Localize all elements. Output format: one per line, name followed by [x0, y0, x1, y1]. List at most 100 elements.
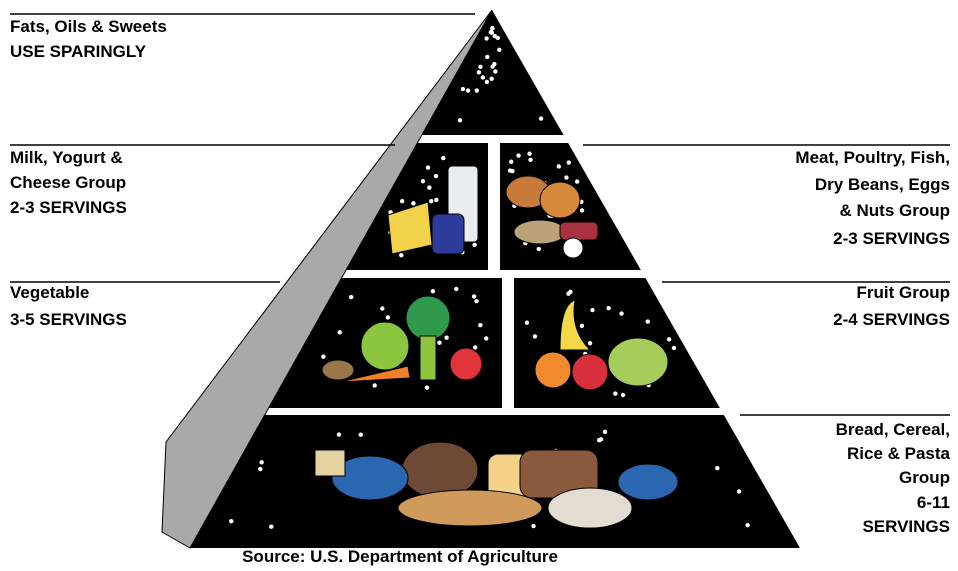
star-dot	[480, 75, 485, 80]
star-dot	[259, 460, 264, 465]
group-label: Fats, Oils & Sweets	[10, 17, 167, 36]
star-dot	[620, 392, 626, 398]
star-dot	[484, 79, 490, 85]
star-dot	[454, 286, 459, 292]
star-dot	[457, 118, 463, 123]
star-dot	[478, 64, 483, 69]
star-dot	[336, 432, 342, 437]
star-dot	[528, 157, 533, 163]
star-dot	[671, 345, 677, 351]
star-dot	[556, 164, 562, 169]
star-dot	[269, 524, 274, 529]
star-dot	[574, 179, 580, 184]
group-label: Group	[899, 468, 950, 487]
star-dot	[606, 306, 611, 311]
star-dot	[471, 294, 477, 299]
star-dot	[489, 76, 494, 82]
group-label: Fruit Group	[857, 283, 950, 302]
star-dot	[484, 336, 489, 341]
pyramid-side	[161, 9, 493, 549]
star-dot	[441, 155, 446, 161]
group-label: 3-5 SERVINGS	[10, 310, 127, 329]
star-dot	[427, 185, 432, 190]
star-dot	[590, 307, 595, 313]
star-dot	[596, 437, 602, 443]
star-dot	[437, 340, 442, 345]
star-dot	[736, 489, 742, 494]
star-dot	[492, 33, 497, 39]
star-dot	[516, 153, 521, 158]
group-label: Cheese Group	[10, 173, 126, 192]
star-dot	[399, 198, 405, 204]
star-dot	[566, 160, 571, 165]
pyramid-tier	[421, 10, 564, 135]
star-dot	[538, 116, 544, 121]
star-dot	[380, 306, 385, 311]
star-dot	[321, 354, 326, 359]
group-label: Milk, Yogurt &	[10, 148, 123, 167]
star-dot	[411, 201, 416, 206]
star-dot	[509, 159, 514, 164]
star-dot	[745, 523, 750, 528]
group-label: 2-4 SERVINGS	[833, 310, 950, 329]
star-dot	[478, 322, 483, 328]
star-dot	[433, 173, 439, 179]
food-illustrations	[314, 165, 679, 529]
star-dot	[430, 289, 436, 294]
star-dot	[474, 88, 480, 93]
group-label: 2-3 SERVINGS	[10, 198, 127, 217]
star-dot	[507, 168, 513, 173]
star-dot	[484, 36, 489, 41]
star-dot	[492, 61, 497, 67]
source: Source: U.S. Department of Agriculture	[242, 547, 558, 566]
group-label: Vegetable	[10, 283, 89, 302]
group-label: SERVINGS	[862, 517, 950, 536]
group-label: Bread, Cereal,	[836, 420, 950, 439]
star-dot	[645, 319, 650, 324]
star-dot	[385, 315, 391, 320]
group-label: 6-11	[917, 493, 950, 512]
star-dot	[429, 199, 434, 204]
pyramid-tier	[514, 278, 720, 408]
star-dot	[424, 385, 430, 390]
star-dot	[476, 70, 482, 75]
star-dot	[568, 289, 573, 295]
star-dot	[485, 54, 490, 60]
star-dot	[579, 208, 585, 213]
star-dot	[258, 466, 263, 472]
group-label: Dry Beans, Eggs	[815, 175, 950, 194]
star-dot	[460, 86, 466, 92]
star-dot	[715, 465, 720, 471]
star-dot	[372, 383, 377, 388]
group-label: USE SPARINGLY	[10, 42, 147, 61]
star-dot	[348, 294, 354, 300]
star-dot	[434, 197, 439, 203]
group-label: Rice & Pasta	[847, 444, 951, 463]
star-dot	[524, 320, 530, 325]
star-dot	[399, 253, 404, 258]
star-dot	[420, 179, 426, 184]
star-dot	[564, 175, 569, 180]
star-dot	[579, 323, 585, 329]
star-dot	[602, 429, 608, 435]
star-dot	[337, 330, 342, 335]
star-dot	[532, 334, 538, 339]
star-dot	[666, 337, 672, 342]
star-dot	[474, 299, 479, 304]
star-dot	[497, 47, 502, 53]
star-dot	[229, 518, 234, 524]
star-dot	[444, 335, 449, 340]
star-dot	[587, 341, 593, 346]
star-dot	[472, 345, 478, 350]
star-dot	[465, 88, 471, 93]
star-dot	[358, 432, 363, 437]
star-dot	[489, 30, 495, 35]
star-dot	[425, 165, 431, 170]
star-dot	[536, 246, 541, 252]
star-dot	[619, 311, 624, 316]
star-dot	[613, 391, 618, 396]
group-label: Meat, Poultry, Fish,	[795, 148, 950, 167]
star-dot	[531, 523, 536, 529]
star-dot	[490, 26, 495, 31]
